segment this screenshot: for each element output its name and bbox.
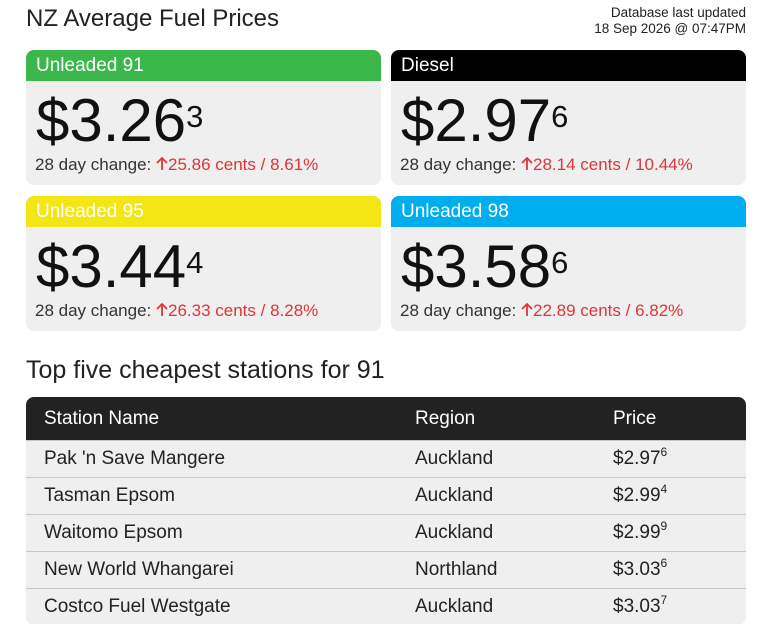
column-header: Price bbox=[613, 408, 657, 429]
fuel-card: Unleaded 91 $3.263 28 day change: 25.86 ce… bbox=[26, 50, 381, 185]
column-header: Region bbox=[415, 408, 476, 429]
price: $3.036 bbox=[613, 556, 668, 581]
region: Auckland bbox=[415, 448, 494, 469]
price: $3.037 bbox=[613, 593, 668, 618]
change-amount: 25.86 cents / 8.61% bbox=[168, 155, 319, 174]
price-main: $3.03 bbox=[613, 559, 661, 580]
price-main: $3.03 bbox=[613, 596, 661, 617]
price-fraction: 4 bbox=[660, 482, 668, 496]
table-row: Pak 'n Save Mangere Auckland $2.976 bbox=[26, 440, 746, 477]
price-change: 28 day change: 28.14 cents / 10.44% bbox=[400, 155, 693, 175]
fuel-price: $3.586 bbox=[401, 232, 568, 302]
table-title: Top five cheapest stations for 91 bbox=[26, 356, 385, 384]
station-name: Waitomo Epsom bbox=[44, 522, 183, 543]
up-arrow bbox=[521, 302, 533, 316]
change-label: 28 day change: bbox=[35, 155, 152, 174]
change-value: 26.33 cents / 8.28% bbox=[151, 301, 318, 320]
price-change: 28 day change: 22.89 cents / 6.82% bbox=[400, 301, 683, 321]
fuel-price: $3.263 bbox=[36, 86, 203, 156]
fuel-card: Diesel $2.976 28 day change: 28.14 cents /… bbox=[391, 50, 746, 185]
change-value: 25.86 cents / 8.61% bbox=[151, 155, 318, 174]
change-label: 28 day change: bbox=[400, 155, 517, 174]
updated-label: Database last updated bbox=[610, 5, 746, 20]
change-amount: 22.89 cents / 6.82% bbox=[533, 301, 684, 320]
price-fraction: 6 bbox=[660, 445, 668, 459]
change-amount: 28.14 cents / 10.44% bbox=[533, 155, 693, 174]
price: $2.994 bbox=[613, 482, 668, 507]
change-amount: 26.33 cents / 8.28% bbox=[168, 301, 319, 320]
table-header: Station Name Region Price bbox=[26, 397, 746, 440]
station-name: Tasman Epsom bbox=[44, 485, 175, 506]
region: Auckland bbox=[415, 485, 494, 506]
price-main: $3.26 bbox=[36, 87, 187, 154]
up-arrow bbox=[156, 156, 168, 170]
price-fraction: 4 bbox=[186, 245, 204, 280]
price-change: 28 day change: 26.33 cents / 8.28% bbox=[35, 301, 318, 321]
up-arrow bbox=[156, 302, 168, 316]
table-row: New World Whangarei Northland $3.036 bbox=[26, 551, 746, 588]
price-fraction: 6 bbox=[551, 99, 569, 134]
price-fraction: 9 bbox=[660, 519, 668, 533]
price-fraction: 7 bbox=[660, 593, 668, 607]
updated-time: 18 Sep 2026 @ 07:47PM bbox=[594, 21, 746, 36]
change-value: 28.14 cents / 10.44% bbox=[516, 155, 693, 174]
price-fraction: 3 bbox=[186, 99, 204, 134]
price-main: $2.99 bbox=[613, 522, 661, 543]
table-row: Tasman Epsom Auckland $2.994 bbox=[26, 477, 746, 514]
fuel-price: $3.444 bbox=[36, 232, 203, 302]
price: $2.999 bbox=[613, 519, 668, 544]
page-title: NZ Average Fuel Prices bbox=[26, 5, 279, 32]
region: Auckland bbox=[415, 596, 494, 617]
price-change: 28 day change: 25.86 cents / 8.61% bbox=[35, 155, 318, 175]
region: Auckland bbox=[415, 522, 494, 543]
change-label: 28 day change: bbox=[400, 301, 517, 320]
column-header: Station Name bbox=[44, 408, 160, 429]
table-row: Costco Fuel Westgate Auckland $3.037 bbox=[26, 588, 746, 624]
region: Northland bbox=[415, 559, 498, 580]
fuel-card: Unleaded 95 $3.444 28 day change: 26.33 ce… bbox=[26, 196, 381, 331]
price-fraction: 6 bbox=[551, 245, 569, 280]
price-main: $2.99 bbox=[613, 485, 661, 506]
station-name: Costco Fuel Westgate bbox=[44, 596, 231, 617]
fuel-card: Unleaded 98 $3.586 28 day change: 22.89 ce… bbox=[391, 196, 746, 331]
change-label: 28 day change: bbox=[35, 301, 152, 320]
price-main: $3.58 bbox=[401, 233, 552, 300]
change-value: 22.89 cents / 6.82% bbox=[516, 301, 683, 320]
price-main: $3.44 bbox=[36, 233, 187, 300]
price-fraction: 6 bbox=[660, 556, 668, 570]
station-name: New World Whangarei bbox=[44, 559, 234, 580]
price-main: $2.97 bbox=[401, 87, 552, 154]
fuel-name: Unleaded 98 bbox=[391, 196, 746, 227]
last-updated: Database last updated 18 Sep 2026 @ 07:4… bbox=[594, 5, 746, 37]
up-arrow bbox=[521, 156, 533, 170]
price-main: $2.97 bbox=[613, 448, 661, 469]
fuel-name: Unleaded 91 bbox=[26, 50, 381, 81]
fuel-price: $2.976 bbox=[401, 86, 568, 156]
stations-table: Station Name Region Price Pak 'n Save Ma… bbox=[26, 397, 746, 624]
fuel-name: Diesel bbox=[391, 50, 746, 81]
fuel-name: Unleaded 95 bbox=[26, 196, 381, 227]
table-row: Waitomo Epsom Auckland $2.999 bbox=[26, 514, 746, 551]
station-name: Pak 'n Save Mangere bbox=[44, 448, 226, 469]
price: $2.976 bbox=[613, 445, 668, 470]
